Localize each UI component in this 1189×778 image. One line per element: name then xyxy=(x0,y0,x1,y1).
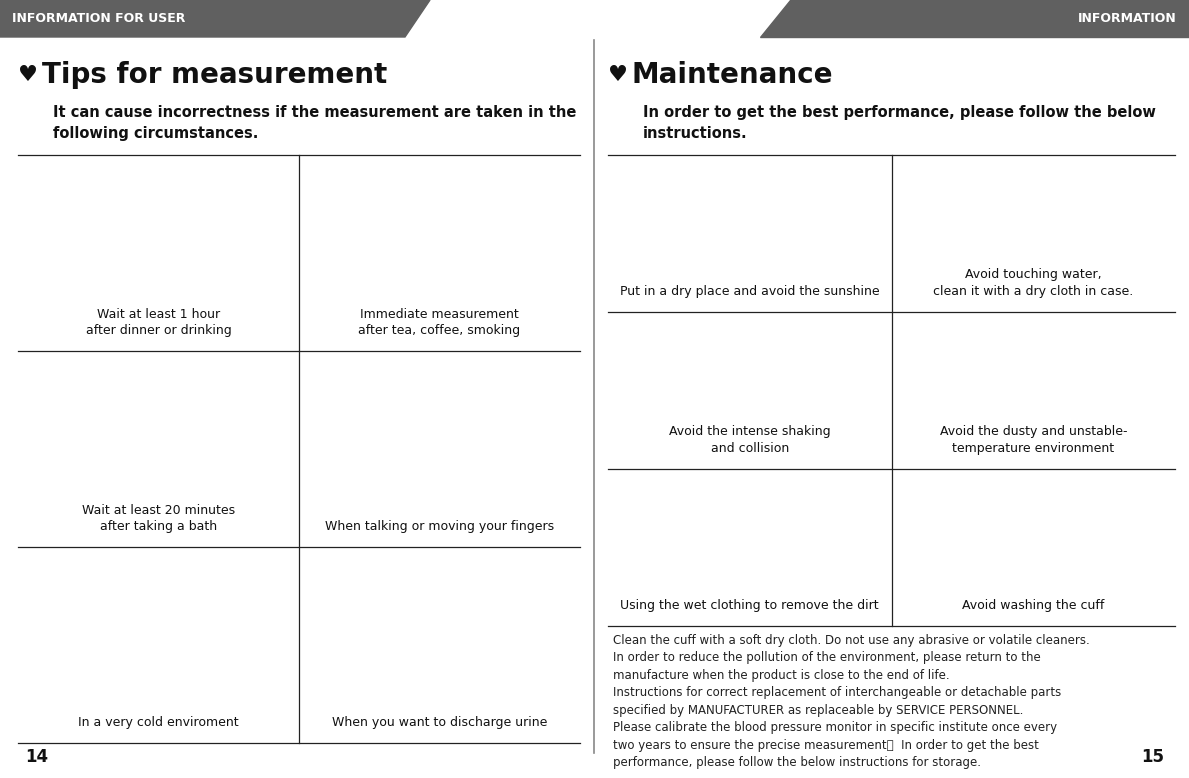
Text: When talking or moving your fingers: When talking or moving your fingers xyxy=(325,520,554,533)
Text: Avoid the intense shaking
and collision: Avoid the intense shaking and collision xyxy=(669,426,831,454)
Text: Using the wet clothing to remove the dirt: Using the wet clothing to remove the dir… xyxy=(621,598,879,612)
Text: ♥: ♥ xyxy=(608,65,628,85)
Text: Immediate measurement
after tea, coffee, smoking: Immediate measurement after tea, coffee,… xyxy=(358,307,521,337)
Text: 15: 15 xyxy=(1141,748,1164,766)
Text: When you want to discharge urine: When you want to discharge urine xyxy=(332,716,547,729)
Text: In a very cold enviroment: In a very cold enviroment xyxy=(78,716,239,729)
Text: Wait at least 1 hour
after dinner or drinking: Wait at least 1 hour after dinner or dri… xyxy=(86,307,232,337)
Text: Maintenance: Maintenance xyxy=(633,61,833,89)
Text: Avoid washing the cuff: Avoid washing the cuff xyxy=(962,598,1105,612)
Text: Tips for measurement: Tips for measurement xyxy=(42,61,388,89)
Text: INFORMATION FOR USER: INFORMATION FOR USER xyxy=(12,12,185,25)
Text: Clean the cuff with a soft dry cloth. Do not use any abrasive or volatile cleane: Clean the cuff with a soft dry cloth. Do… xyxy=(614,633,1090,769)
Text: Wait at least 20 minutes
after taking a bath: Wait at least 20 minutes after taking a … xyxy=(82,503,235,533)
Text: ♥: ♥ xyxy=(18,65,38,85)
Text: Avoid touching water,
clean it with a dry cloth in case.: Avoid touching water, clean it with a dr… xyxy=(933,268,1133,298)
Text: In order to get the best performance, please follow the below
instructions.: In order to get the best performance, pl… xyxy=(643,105,1156,141)
Polygon shape xyxy=(760,0,1189,37)
Text: Put in a dry place and avoid the sunshine: Put in a dry place and avoid the sunshin… xyxy=(619,285,880,298)
Text: INFORMATION: INFORMATION xyxy=(1078,12,1177,25)
Text: 14: 14 xyxy=(25,748,48,766)
Polygon shape xyxy=(0,0,430,37)
Text: Avoid the dusty and unstable-
temperature environment: Avoid the dusty and unstable- temperatur… xyxy=(939,426,1127,454)
Text: It can cause incorrectness if the measurement are taken in the
following circums: It can cause incorrectness if the measur… xyxy=(54,105,577,141)
